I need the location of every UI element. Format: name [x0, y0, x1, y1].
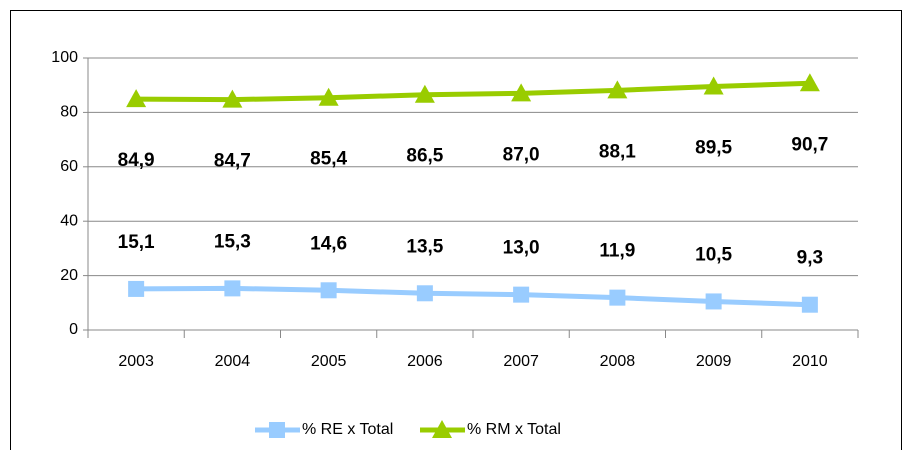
- data-label: 90,7: [791, 134, 828, 155]
- point: [128, 280, 145, 297]
- data-label: 15,1: [118, 232, 155, 253]
- data-label: 10,5: [695, 244, 732, 265]
- point: [414, 84, 435, 103]
- data-label: 86,5: [406, 146, 443, 167]
- point: [799, 73, 820, 92]
- legend-label: % RE x Total: [302, 421, 393, 438]
- data-label: 13,5: [406, 236, 443, 257]
- y-tick-label: 100: [51, 49, 78, 66]
- x-tick-label: 2007: [503, 353, 539, 370]
- legend-label: % RM x Total: [467, 421, 561, 438]
- data-label: 9,3: [797, 248, 823, 269]
- y-tick-label: 60: [60, 158, 78, 175]
- x-tick-label: 2010: [792, 353, 828, 370]
- data-label: 15,3: [214, 231, 251, 252]
- point: [703, 76, 724, 95]
- series-line: [136, 285, 810, 308]
- point: [801, 296, 818, 313]
- point: [705, 293, 722, 310]
- point: [222, 89, 243, 108]
- point: [609, 289, 626, 306]
- point: [511, 83, 532, 102]
- data-label: 13,0: [503, 238, 540, 259]
- data-label: 14,6: [310, 233, 347, 254]
- data-label: 85,4: [310, 149, 347, 170]
- x-tick-label: 2008: [600, 353, 636, 370]
- y-tick-label: 0: [69, 321, 78, 338]
- data-label: 84,7: [214, 151, 251, 172]
- x-tick-label: 2004: [215, 353, 251, 370]
- data-label: 88,1: [599, 141, 636, 162]
- y-tick-label: 20: [60, 267, 78, 284]
- y-tick-label: 80: [60, 104, 78, 121]
- data-label: 89,5: [695, 138, 732, 159]
- series-line: [136, 80, 810, 103]
- legend-marker: [269, 422, 285, 438]
- legend-marker: [432, 420, 452, 438]
- data-label: 11,9: [599, 241, 635, 262]
- point: [318, 87, 339, 106]
- chart-frame: [10, 10, 902, 450]
- x-tick-label: 2003: [118, 353, 154, 370]
- data-label: 87,0: [503, 144, 540, 165]
- x-tick-label: 2006: [407, 353, 443, 370]
- point: [224, 280, 241, 297]
- y-tick-label: 40: [60, 212, 78, 229]
- x-tick-label: 2009: [696, 353, 732, 370]
- point: [416, 285, 433, 302]
- x-tick-label: 2005: [311, 353, 347, 370]
- point: [320, 282, 337, 299]
- data-label: 84,9: [118, 150, 155, 171]
- point: [126, 89, 147, 108]
- point: [513, 286, 530, 303]
- point: [607, 80, 628, 99]
